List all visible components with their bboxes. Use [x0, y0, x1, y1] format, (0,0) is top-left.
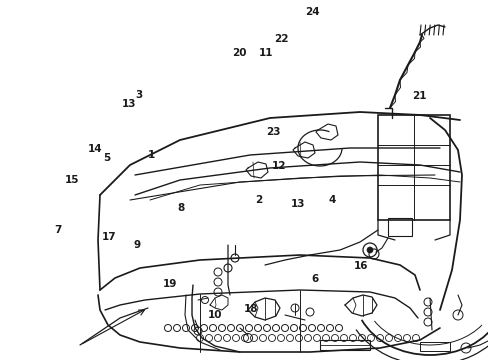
Text: 8: 8	[177, 203, 184, 213]
Text: 11: 11	[259, 48, 273, 58]
Bar	[419, 342, 449, 351]
Text: 21: 21	[411, 91, 426, 102]
Bar	[377, 115, 449, 220]
Text: 7: 7	[54, 225, 61, 235]
Text: 1: 1	[148, 150, 155, 160]
Text: 24: 24	[304, 7, 319, 17]
Text: 17: 17	[102, 232, 116, 242]
Text: 5: 5	[103, 153, 110, 163]
Text: 19: 19	[163, 279, 177, 289]
Text: 16: 16	[353, 261, 367, 271]
Text: 10: 10	[207, 310, 222, 320]
Text: 4: 4	[328, 195, 336, 205]
Text: 15: 15	[65, 175, 80, 185]
Text: 18: 18	[243, 304, 258, 314]
Text: 12: 12	[271, 161, 285, 171]
Text: 2: 2	[255, 195, 262, 205]
Text: 13: 13	[290, 199, 305, 209]
Text: 20: 20	[232, 48, 246, 58]
Circle shape	[366, 247, 372, 253]
Bar	[387, 218, 411, 236]
Text: 22: 22	[273, 34, 288, 44]
Text: 23: 23	[266, 127, 281, 138]
Text: 3: 3	[136, 90, 142, 100]
Text: 6: 6	[311, 274, 318, 284]
Bar	[319, 340, 369, 350]
Text: 13: 13	[121, 99, 136, 109]
Text: 14: 14	[88, 144, 102, 154]
Text: 9: 9	[133, 240, 140, 250]
